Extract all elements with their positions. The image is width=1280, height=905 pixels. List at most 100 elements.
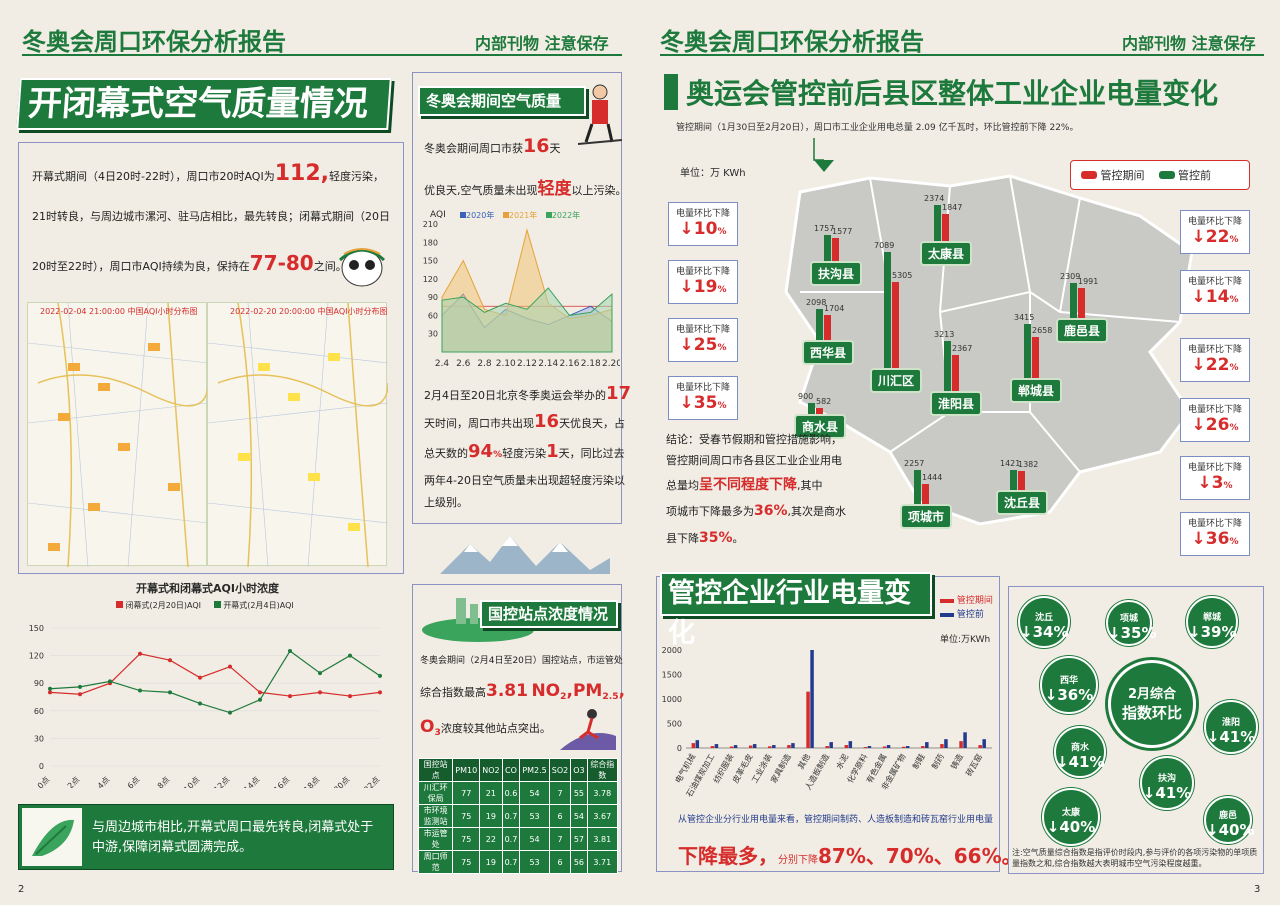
x-tick-label: 22点 (362, 775, 381, 788)
county-label: 郸城县 (1010, 378, 1063, 403)
bar-before (816, 308, 823, 344)
decrease-tag: 电量环比下降 ↓22% (1180, 210, 1250, 254)
bar-value-control: 582 (816, 397, 832, 407)
tag-value: ↓26% (1191, 415, 1239, 435)
data-point (378, 673, 382, 678)
bar-value-before: 1421 (1000, 458, 1021, 468)
table-header-cell: O3 (570, 758, 588, 782)
table-cell: 19 (479, 804, 503, 828)
bar (733, 745, 738, 748)
bar (691, 743, 696, 748)
data-point (228, 710, 232, 715)
data-point (168, 658, 172, 663)
index-circle: 太康 ↓40% (1042, 788, 1100, 846)
aq-area-legend: 2020年 2021年 2022年 (460, 210, 580, 221)
aqi-line-chart: 0 30 60 90 120 150 0点 2点 4点 6点 8点 10点 12点 14点 16点 18点 20… (29, 624, 382, 788)
county-bars: 1757 1577 (814, 145, 852, 265)
index-circle-value: ↓41% (1206, 728, 1256, 746)
x-tick-label: 6点 (126, 775, 142, 788)
table-cell: 75 (452, 827, 481, 851)
bar-before (1070, 282, 1077, 322)
index-circle-value: ↓40% (1046, 818, 1096, 836)
y-tick-label: 1000 (662, 695, 682, 704)
tag-label: 电量环比下降 (675, 267, 730, 277)
bar (714, 744, 719, 748)
bar (886, 745, 891, 748)
table-cell: 0.7 (501, 850, 521, 874)
county-bars: 2257 1444 (904, 388, 942, 508)
data-point (168, 690, 172, 695)
decrease-tag: 电量环比下降 ↓35% (668, 376, 738, 420)
table-cell: 22 (479, 827, 503, 851)
x-tick-label: 2.6 (456, 359, 471, 369)
x-tick-label: 10点 (182, 775, 201, 788)
bar-before (1024, 324, 1031, 382)
table-cell: 75 (452, 850, 481, 874)
data-point (318, 690, 322, 695)
county-bars: 3415 2658 (1014, 262, 1052, 382)
table-cell: 0.7 (501, 827, 521, 851)
bar-before (824, 235, 831, 265)
bar (768, 746, 772, 748)
table-header-cell: PM2.5 (519, 758, 550, 782)
bar (982, 739, 986, 748)
aqi-map-left (27, 302, 209, 568)
bar-value-before: 900 (798, 391, 814, 401)
table-header-cell: NO2 (479, 758, 503, 782)
index-circle: 西华 ↓36% (1040, 656, 1098, 714)
table-cell: 0.7 (501, 804, 521, 828)
linechart-title: 开幕式和闭幕式AQI小时浓度 (136, 582, 279, 595)
index-circle-value: ↓41% (1142, 784, 1192, 802)
tag-value: ↓19% (679, 277, 727, 297)
bar (905, 746, 910, 748)
county-label: 淮阳县 (930, 391, 983, 416)
index-circle: 扶沟 ↓41% (1140, 756, 1194, 810)
series-area-2 (441, 287, 613, 353)
bar-before (1010, 469, 1017, 494)
bar (959, 741, 963, 748)
bar (825, 746, 829, 748)
bar-value-control: 2367 (952, 343, 973, 353)
bar (772, 745, 776, 748)
bar-control (1032, 337, 1039, 382)
bar-value-before: 1757 (814, 224, 835, 234)
bar (829, 742, 833, 748)
index-note: 注:空气质量综合指数是指评价时段内,参与评价的各项污染物的单项质量指数之和,综合… (1012, 848, 1258, 868)
mountains-icon (440, 530, 610, 574)
data-point (138, 651, 142, 656)
x-tick-label: 8点 (156, 775, 172, 788)
station-title: 国控站点浓度情况 (480, 600, 618, 628)
table-cell: 54 (519, 827, 550, 851)
table-cell: 54 (570, 804, 588, 828)
bar-value-before: 2257 (904, 458, 925, 468)
bar-value-before: 3213 (934, 329, 955, 339)
decrease-tag: 电量环比下降 ↓36% (1180, 512, 1250, 556)
bar (752, 744, 757, 748)
aq-line-1: 冬奥会期间周口市获16天 (424, 135, 561, 157)
category-label: 制鞋 (910, 752, 927, 771)
data-point (258, 697, 262, 702)
decrease-tag: 电量环比下降 ↓10% (668, 202, 738, 246)
aq-para-4: 两年4-20日空气质量未出现超轻度污染以 (424, 474, 625, 487)
index-circle-value: ↓35% (1108, 624, 1157, 642)
data-point (378, 690, 382, 695)
bar (882, 746, 887, 748)
x-tick-label: 2.10 (496, 359, 516, 369)
data-point (108, 679, 112, 684)
aq-para-2: 天时间，周口市共出现16天优良天，占 (424, 411, 626, 432)
conclusion: 结论：受春节假期和管控措施影响， 管控期间周口市各县区工业企业用电 总量均呈不同… (666, 433, 847, 546)
x-tick-label: 2.18 (581, 359, 601, 369)
bar-control (1078, 288, 1085, 322)
tag-value: ↓22% (1191, 227, 1239, 247)
bar (710, 746, 715, 748)
table-cell: 19 (479, 850, 503, 874)
y-tick-label: 30 (428, 330, 438, 339)
table-cell: 3.78 (586, 781, 619, 805)
data-point (348, 694, 352, 699)
bar-value-control: 1847 (942, 202, 963, 212)
aq-panel-title: 冬奥会期间空气质量 (418, 86, 586, 116)
left-para-2: 21时转良，与周边城市漯河、驻马店相比，最先转良；闭幕式期间（20日 (32, 210, 390, 223)
x-tick-label: 12点 (212, 775, 231, 788)
county-bars: 3213 2367 (934, 275, 972, 395)
data-point (348, 653, 352, 658)
